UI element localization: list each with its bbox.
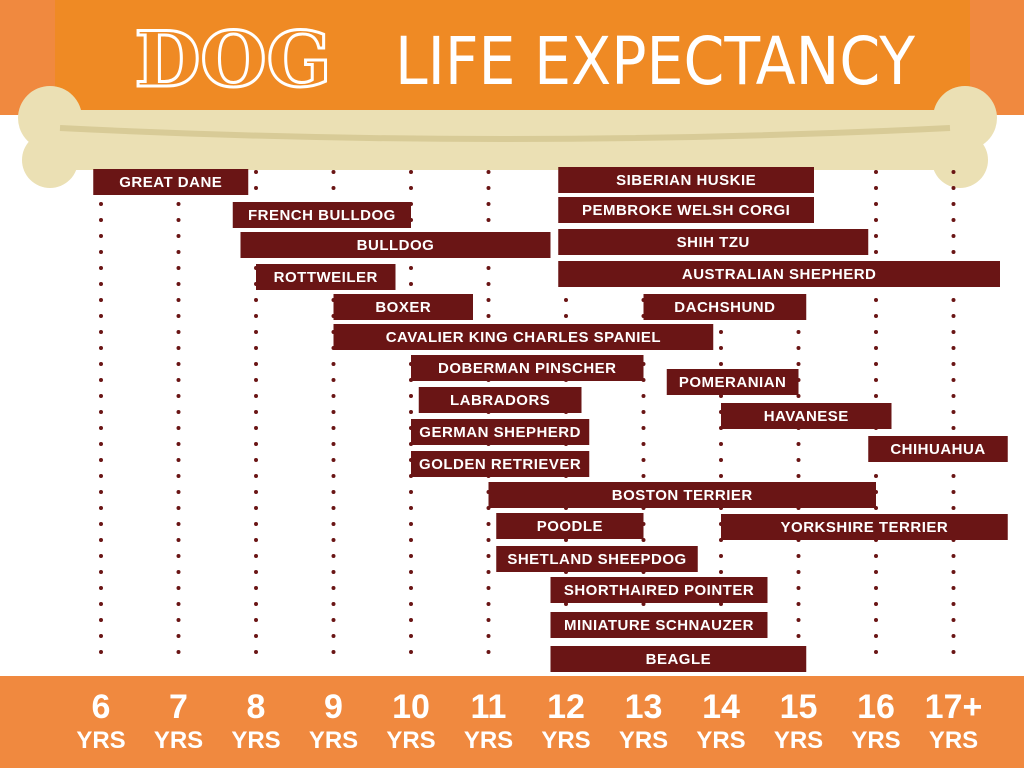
range-bar xyxy=(411,355,644,381)
x-tick-label: 16 YRS xyxy=(851,688,900,754)
x-tick-label: 13 YRS xyxy=(619,688,668,754)
breed-label: BULLDOG xyxy=(357,237,435,254)
breed-label: BOXER xyxy=(375,299,431,316)
range-bar xyxy=(558,167,814,193)
x-tick-label: 17+ YRS xyxy=(925,688,983,754)
x-tick-label: 12 YRS xyxy=(541,688,590,754)
breed-label: HAVANESE xyxy=(764,408,849,425)
range-bar xyxy=(411,451,590,477)
range-bar xyxy=(550,577,768,603)
breed-label: BOSTON TERRIER xyxy=(612,487,753,504)
range-bar xyxy=(333,294,473,320)
range-bar xyxy=(418,387,582,413)
bone xyxy=(18,86,997,188)
breed-label: SHIH TZU xyxy=(677,234,750,251)
breed-label: POMERANIAN xyxy=(679,374,787,391)
breed-label: CHIHUAHUA xyxy=(890,441,985,458)
range-bar xyxy=(721,403,892,429)
breed-label: BEAGLE xyxy=(646,651,712,668)
range-bar xyxy=(496,513,644,539)
title-emphasis: DOG xyxy=(134,15,331,104)
range-bar xyxy=(411,419,590,445)
axis-band xyxy=(0,676,1024,768)
breed-label: SIBERIAN HUSKIE xyxy=(616,172,756,189)
breed-label: CAVALIER KING CHARLES SPANIEL xyxy=(386,329,661,346)
range-bar xyxy=(550,612,768,638)
range-bar xyxy=(232,202,411,228)
x-tick-label: 7 YRS xyxy=(154,688,203,754)
x-tick-label: 9 YRS xyxy=(309,688,358,754)
range-bar xyxy=(558,197,814,223)
breed-label: PEMBROKE WELSH CORGI xyxy=(582,202,790,219)
range-bar xyxy=(666,369,799,395)
breed-label: DACHSHUND xyxy=(674,299,775,316)
range-bar xyxy=(256,264,396,290)
breed-label: MINIATURE SCHNAUZER xyxy=(564,617,754,634)
x-tick-label: 11 YRS xyxy=(464,688,513,754)
range-bar xyxy=(721,514,1008,540)
x-tick-label: 8 YRS xyxy=(231,688,280,754)
range-bar xyxy=(240,232,551,258)
breed-label: AUSTRALIAN SHEPHERD xyxy=(682,266,877,283)
range-bar xyxy=(488,482,876,508)
breed-label: FRENCH BULLDOG xyxy=(248,207,396,224)
title-box xyxy=(55,0,970,115)
breed-label: DOBERMAN PINSCHER xyxy=(438,360,617,377)
breed-label: ROTTWEILER xyxy=(274,269,378,286)
range-bar xyxy=(868,436,1008,462)
breed-label: GOLDEN RETRIEVER xyxy=(419,456,581,473)
x-tick-label: 14 YRS xyxy=(696,688,745,754)
breed-label: LABRADORS xyxy=(450,392,550,409)
range-bar xyxy=(496,546,698,572)
breed-label: POODLE xyxy=(537,518,603,535)
range-bar xyxy=(550,646,807,672)
range-bar xyxy=(333,324,714,350)
title-rest: LIFE EXPECTANCY xyxy=(395,23,916,100)
range-bar xyxy=(558,261,1000,287)
breed-label: YORKSHIRE TERRIER xyxy=(781,519,949,536)
x-tick-label: 6 YRS xyxy=(76,688,125,754)
range-bar xyxy=(93,169,249,195)
breed-label: SHETLAND SHEEPDOG xyxy=(507,551,686,568)
x-tick-label: 10 YRS xyxy=(386,688,435,754)
x-tick-label: 15 YRS xyxy=(774,688,823,754)
range-bar xyxy=(558,229,869,255)
breed-label: SHORTHAIRED POINTER xyxy=(564,582,754,599)
breed-label: GERMAN SHEPHERD xyxy=(419,424,581,441)
breed-label: GREAT DANE xyxy=(119,174,222,191)
range-bar xyxy=(643,294,807,320)
